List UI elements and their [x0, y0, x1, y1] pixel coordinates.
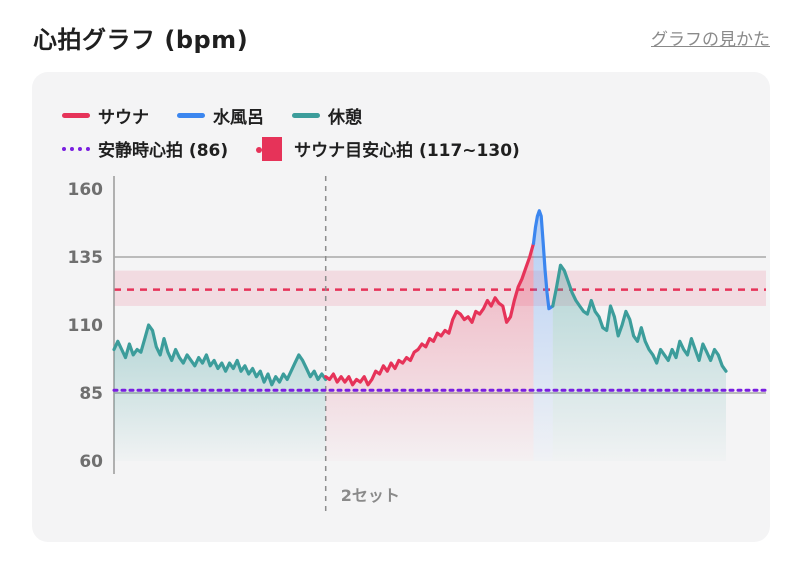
- graph-help-link[interactable]: グラフの見かた: [651, 30, 770, 50]
- legend-item-resting-hr: 安静時心拍 (86): [62, 136, 228, 161]
- series-area-sauna: [325, 243, 534, 461]
- series-line-sauna: [324, 241, 536, 387]
- legend-item-rest: 休憩: [292, 103, 362, 128]
- legend-item-sauna: サウナ: [62, 103, 149, 128]
- legend-row-1: サウナ 水風呂 休憩: [62, 103, 390, 128]
- page-title: 心拍グラフ (bpm): [33, 26, 249, 54]
- series-line-cold-bath: [531, 209, 555, 311]
- resting-hr-swatch: [62, 146, 90, 151]
- target-hr-band: [114, 270, 766, 306]
- series-area-rest: [114, 325, 326, 461]
- series-line-rest: [551, 263, 728, 373]
- y-tick-label: 160: [68, 180, 104, 200]
- legend-item-cold-bath: 水風呂: [177, 103, 264, 128]
- set-marker-label: 2セット: [341, 486, 400, 505]
- legend-label-resting-hr: 安静時心拍 (86): [98, 141, 229, 161]
- series-line-rest: [112, 323, 328, 387]
- legend-item-target: サウナ目安心拍 (117~130): [256, 136, 520, 161]
- legend-label-sauna: サウナ: [98, 108, 149, 128]
- cold-bath-swatch: [177, 113, 205, 118]
- target-band-swatch: [256, 136, 284, 161]
- series-area-cold-bath: [533, 210, 553, 461]
- y-tick-label: 135: [68, 248, 104, 268]
- legend-row-2: 安静時心拍 (86) サウナ目安心拍 (117~130): [62, 136, 548, 161]
- y-tick-label: 60: [79, 452, 103, 472]
- y-tick-label: 110: [68, 316, 104, 336]
- rest-swatch: [292, 113, 320, 118]
- legend-label-target: サウナ目安心拍 (117~130): [294, 141, 520, 161]
- heart-rate-chart-card: サウナ 水風呂 休憩 安静時心拍 (86) サウナ目安心拍 (117~130): [32, 72, 770, 542]
- legend-label-cold-bath: 水風呂: [213, 108, 264, 128]
- y-tick-label: 85: [79, 384, 103, 404]
- sauna-swatch: [62, 113, 90, 118]
- legend-label-rest: 休憩: [328, 108, 362, 128]
